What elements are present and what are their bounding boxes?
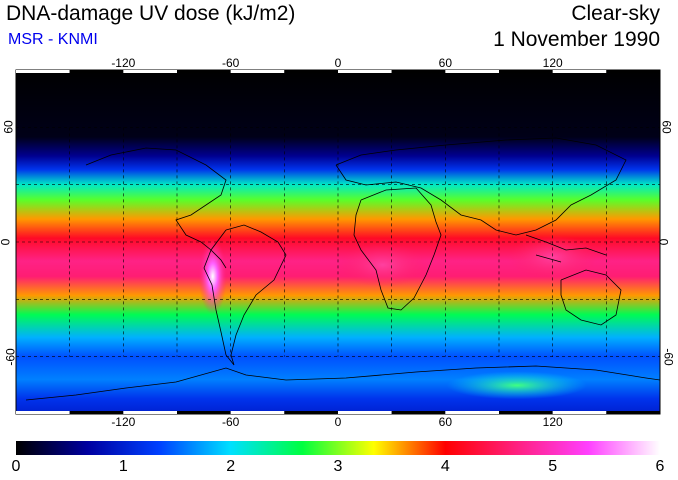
- frame-tick-bar: [69, 411, 124, 414]
- coastlines: [25, 137, 660, 401]
- chart-title: DNA-damage UV dose (kJ/m2): [6, 2, 296, 25]
- longitude-tick-label: -120: [111, 415, 136, 429]
- frame-tick-bar: [606, 70, 660, 73]
- latitude-tick-label: 60: [1, 120, 16, 135]
- frame-tick-bar: [445, 70, 499, 73]
- frame-tick-bar: [284, 70, 338, 73]
- colorbar: [16, 441, 660, 455]
- frame-tick-bar: [499, 411, 553, 414]
- longitude-tick-label: 0: [334, 56, 342, 70]
- frame-tick-bar: [499, 70, 553, 73]
- north-america-coast: [85, 147, 227, 269]
- antarctica-coast: [25, 365, 660, 401]
- australia-coast: [560, 269, 622, 326]
- colorbar-tick-label: 3: [333, 458, 343, 475]
- maritime-continent-coast: [525, 234, 607, 263]
- hotspot-antarctica: [446, 371, 587, 400]
- colorbar-tick-label: 0: [11, 458, 21, 475]
- latitude-tick-label: -60: [661, 347, 676, 366]
- frame-tick-bar: [606, 411, 660, 414]
- hotspot-layer: [198, 235, 598, 400]
- longitude-tick-label: 60: [438, 415, 453, 429]
- longitude-tick-label: 120: [542, 415, 563, 429]
- hotspot-andes: [198, 238, 227, 315]
- longitude-tick-label: 60: [438, 56, 453, 70]
- africa-coast: [353, 187, 442, 311]
- map-canvas: [15, 69, 661, 415]
- frame-tick-bar: [16, 70, 70, 73]
- longitude-tick-label: -60: [221, 56, 240, 70]
- colorbar-tick-label: 4: [440, 458, 450, 475]
- sky-condition-label: Clear-sky: [571, 2, 660, 25]
- longitude-tick-label: -60: [221, 415, 240, 429]
- frame-tick-bar: [445, 411, 499, 414]
- latitude-tick-label: 60: [659, 120, 674, 135]
- frame-tick-bar: [552, 70, 607, 73]
- uv-dose-map: [15, 69, 661, 415]
- hotspot-indonesia: [507, 235, 598, 280]
- frame-tick-bar: [338, 411, 392, 414]
- longitude-tick-label: -120: [111, 56, 136, 70]
- frame-tick-bar: [177, 70, 231, 73]
- frame-tick-bar: [16, 411, 70, 414]
- frame-tick-bar: [123, 70, 177, 73]
- eurasia-coast: [335, 137, 627, 236]
- gridlines: [16, 127, 660, 357]
- frame-tick-bar: [284, 411, 338, 414]
- frame-tick-bar: [391, 70, 446, 73]
- frame-tick-bar: [391, 411, 446, 414]
- colorbar-tick-label: 6: [655, 458, 665, 475]
- frame-tick-bar: [177, 411, 231, 414]
- frame-tick-bar: [69, 70, 124, 73]
- latitude-tick-label: 0: [0, 239, 12, 246]
- colorbar-tick-label: 5: [548, 458, 558, 475]
- hotspot-africa-south: [337, 242, 428, 287]
- frame-ticks: [16, 70, 660, 414]
- south-america-coast: [203, 224, 287, 366]
- longitude-tick-label: 120: [542, 56, 563, 70]
- frame-tick-bar: [552, 411, 607, 414]
- colorbar-tick-label: 2: [226, 458, 236, 475]
- colorbar-gradient: [16, 441, 660, 455]
- frame-tick-bar: [230, 411, 285, 414]
- frame-tick-bar: [338, 70, 392, 73]
- date-label: 1 November 1990: [493, 28, 660, 51]
- frame-tick-bar: [123, 411, 177, 414]
- source-label: MSR - KNMI: [8, 31, 98, 48]
- frame-tick-bar: [230, 70, 285, 73]
- colorbar-tick-label: 1: [118, 458, 128, 475]
- longitude-tick-label: 0: [334, 415, 342, 429]
